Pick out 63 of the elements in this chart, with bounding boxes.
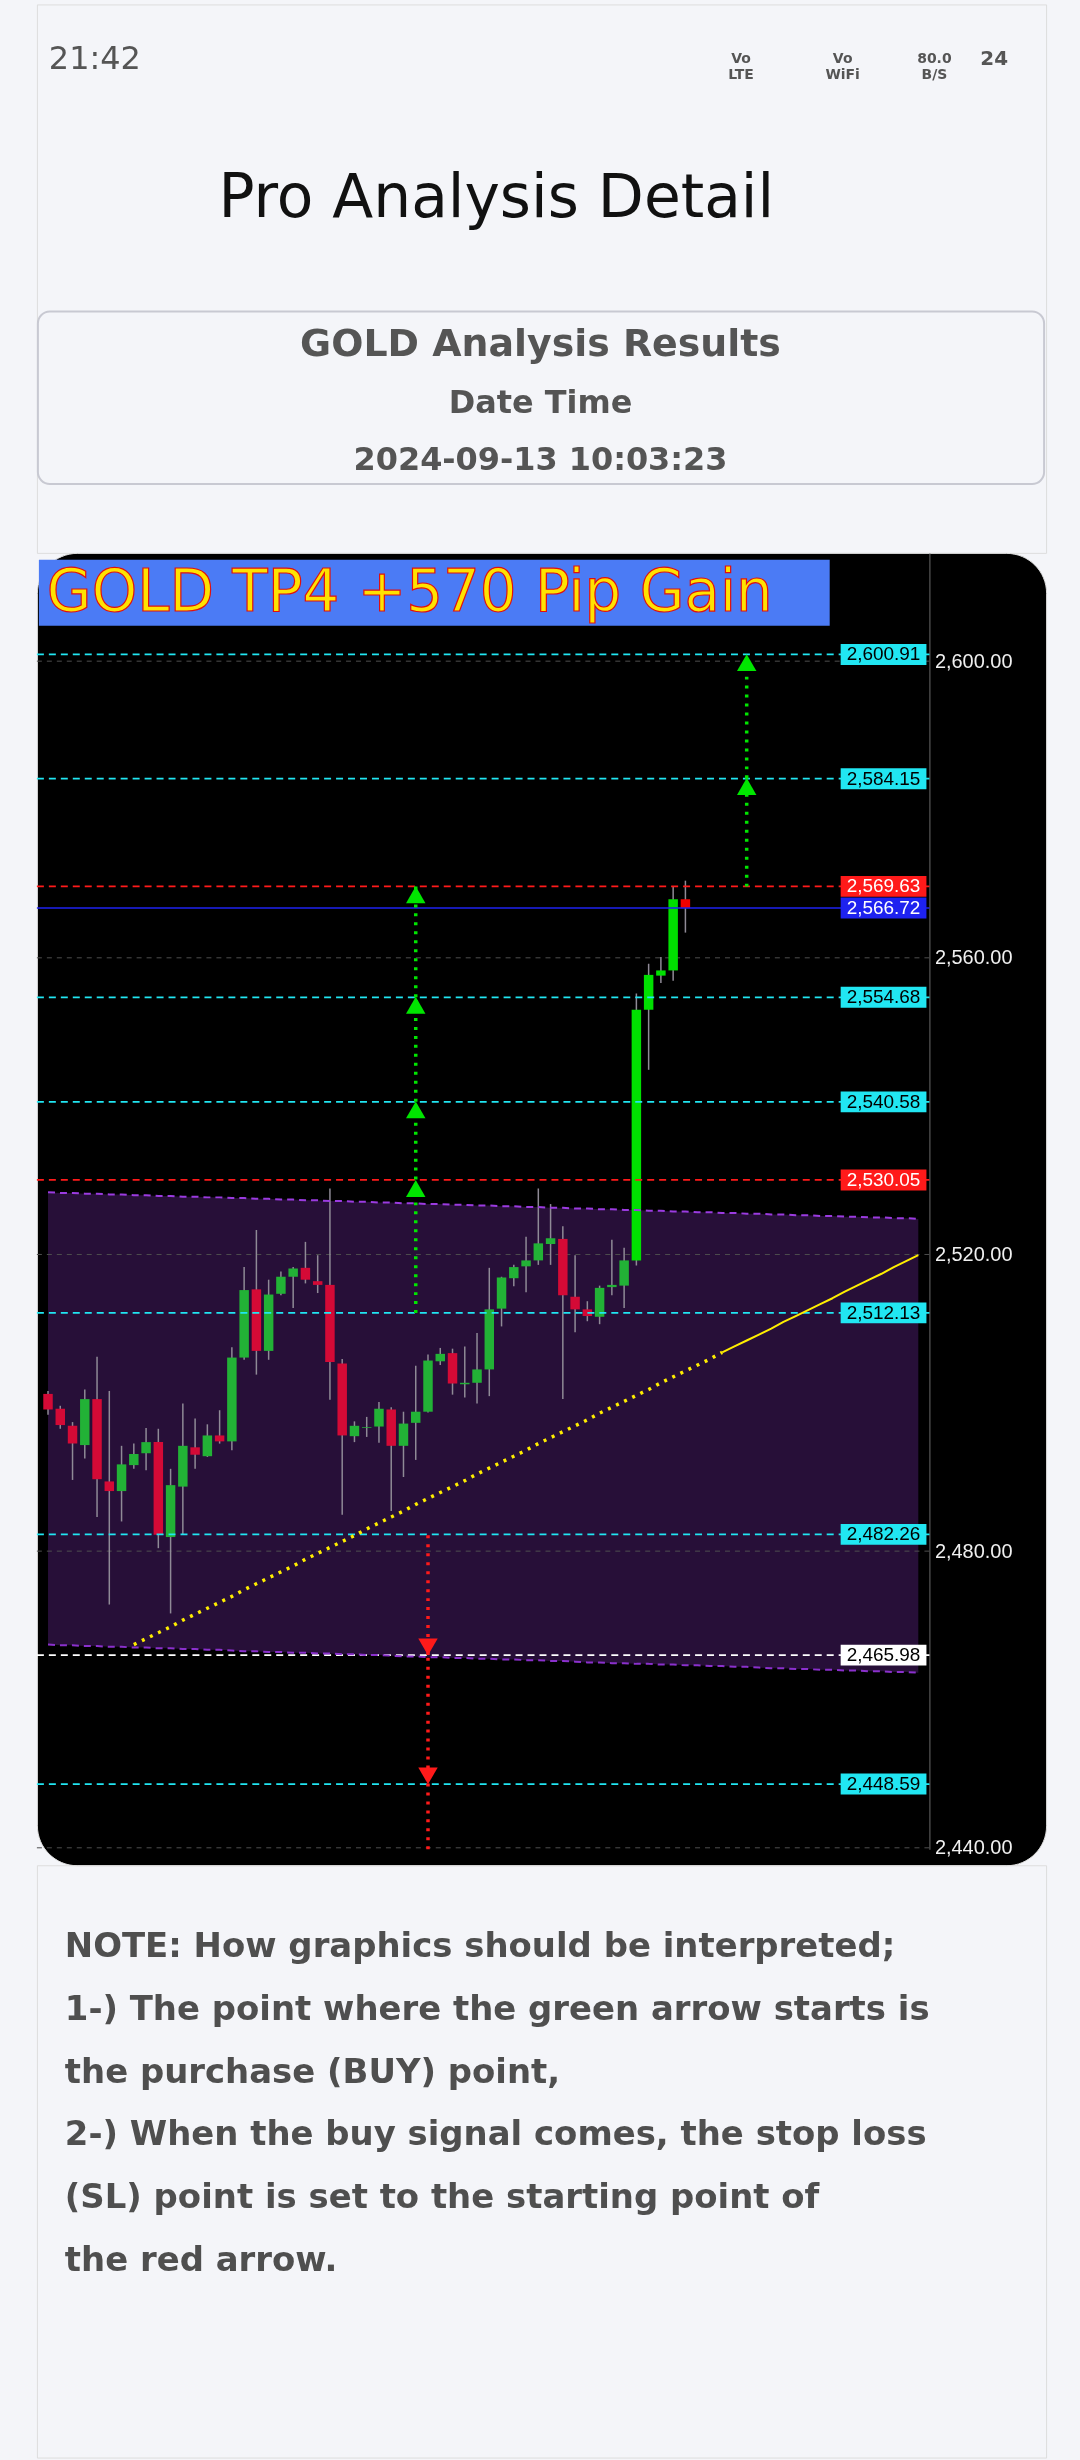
candlestick <box>656 956 666 984</box>
ref-line-label: 2,530.05 <box>846 1168 921 1190</box>
text: Pro Analysis Detail <box>218 160 775 231</box>
text: Vo WiFi <box>825 50 860 83</box>
candlestick <box>43 1390 53 1416</box>
ref-line-label: 2,554.68 <box>846 986 921 1008</box>
y-tick-label: 2,600.00 <box>934 649 1013 672</box>
point <box>406 1180 426 1197</box>
ref-line-label: 2,482.26 <box>846 1523 921 1545</box>
ref-line-label: 2,540.58 <box>846 1090 921 1112</box>
candlestick <box>67 1421 78 1481</box>
ref-line-label: 2,569.63 <box>846 875 921 897</box>
candlestick <box>398 1410 409 1478</box>
point <box>736 778 757 795</box>
point <box>736 654 757 672</box>
candlestick <box>276 1270 286 1297</box>
candlestick <box>509 1264 519 1288</box>
candlestick <box>607 1238 617 1297</box>
candlestick <box>374 1401 384 1444</box>
point <box>418 1638 438 1656</box>
y-tick-label: 2,520.00 <box>934 1242 1013 1265</box>
text: 2024-09-13 10:03:23 <box>353 440 728 479</box>
ref-line-label: 2,512.13 <box>846 1301 921 1323</box>
candlestick <box>545 1203 556 1266</box>
y-tick-label: 2,560.00 <box>934 946 1013 969</box>
ref-line-label: 2,448.59 <box>846 1773 921 1795</box>
point <box>418 1767 438 1785</box>
candlestick <box>312 1254 323 1294</box>
text: Date Time <box>448 383 633 422</box>
candlestick <box>570 1254 580 1334</box>
text: 1-) The point where the green arrow starts is the purchase (BUY) point, <box>64 1988 930 2091</box>
text: 80.0 B/S <box>917 50 952 83</box>
point <box>406 886 426 904</box>
text: GOLD Analysis Results <box>300 321 781 366</box>
candlestick <box>288 1266 298 1309</box>
candlestick <box>141 1427 151 1472</box>
candlestick <box>472 1332 482 1405</box>
ref-line-label: 2,566.72 <box>846 896 921 918</box>
y-tick-label: 2,440.00 <box>934 1836 1013 1859</box>
text: NOTE: How graphics should be interpreted; <box>64 1925 896 1965</box>
point <box>406 996 426 1014</box>
text: 21:42 <box>48 39 141 78</box>
chart-title: GOLD TP4 +570 Pip Gain <box>46 556 773 625</box>
candlestick <box>521 1235 531 1294</box>
candlestick <box>411 1364 421 1461</box>
candlestick <box>55 1405 66 1430</box>
text: 24 <box>980 46 1009 71</box>
y-tick-label: 2,480.00 <box>934 1539 1013 1562</box>
candlestick <box>361 1416 372 1438</box>
ref-line-label: 2,465.98 <box>846 1644 921 1666</box>
point <box>406 1101 426 1119</box>
candlestick <box>202 1423 213 1458</box>
candlestick <box>349 1420 360 1443</box>
candlestick <box>300 1241 311 1285</box>
candlestick <box>104 1390 115 1606</box>
text: 2-) When the buy signal comes, the stop loss (SL) point is set to the starting point of the red arrow. <box>64 2114 927 2280</box>
ref-line-label: 2,600.91 <box>846 643 921 665</box>
candlestick <box>129 1442 139 1470</box>
candlestick <box>214 1409 225 1445</box>
text: Vo LTE <box>728 50 754 83</box>
ref-line-label: 2,584.15 <box>846 767 921 789</box>
candlestick <box>190 1417 200 1470</box>
candlestick <box>533 1187 544 1266</box>
